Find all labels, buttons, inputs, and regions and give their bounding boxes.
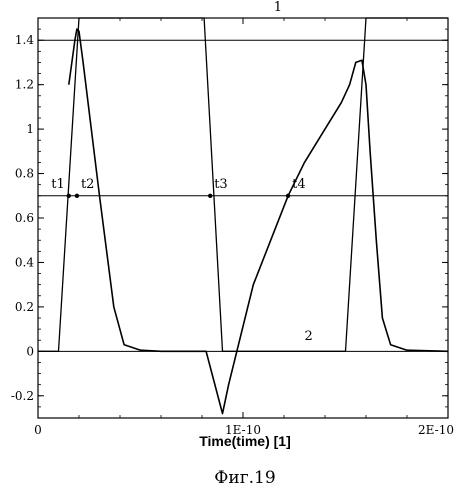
y-tick-label: 0.2	[15, 300, 34, 314]
y-tick-label: 0.6	[15, 211, 34, 225]
y-tick-label: 0	[26, 344, 34, 358]
x-tick-label: 2E-10	[418, 423, 454, 437]
series-label-2: 2	[304, 329, 312, 344]
ticks: -0.200.20.40.60.811.21.401E-102E-10	[11, 18, 454, 437]
y-tick-label: -0.2	[11, 389, 34, 403]
crossing-point	[208, 194, 212, 198]
plot-border	[38, 18, 448, 418]
label-t4: t4	[292, 177, 306, 192]
annotations: 1 2 t1 t2 t3 t4	[51, 0, 312, 344]
crossing-point	[67, 194, 71, 198]
crossing-point	[286, 194, 290, 198]
label-t1: t1	[51, 177, 65, 192]
y-tick-label: 0.4	[15, 255, 34, 269]
figure-caption: Фиг.19	[214, 468, 275, 488]
y-tick-label: 1.4	[15, 33, 34, 47]
crossing-point	[75, 194, 79, 198]
series-group	[38, 18, 448, 414]
y-tick-label: 1	[26, 122, 34, 136]
label-t2: t2	[81, 177, 95, 192]
x-tick-label: 0	[34, 423, 42, 437]
y-tick-label: 0.8	[15, 167, 34, 181]
series-line-1	[38, 18, 448, 351]
series-label-1: 1	[274, 0, 282, 15]
label-t3: t3	[214, 177, 228, 192]
plot-frame	[38, 18, 448, 418]
x-axis-label: Time(time) [1]	[199, 433, 291, 449]
series-line-2	[69, 29, 448, 414]
y-tick-label: 1.2	[15, 78, 34, 92]
